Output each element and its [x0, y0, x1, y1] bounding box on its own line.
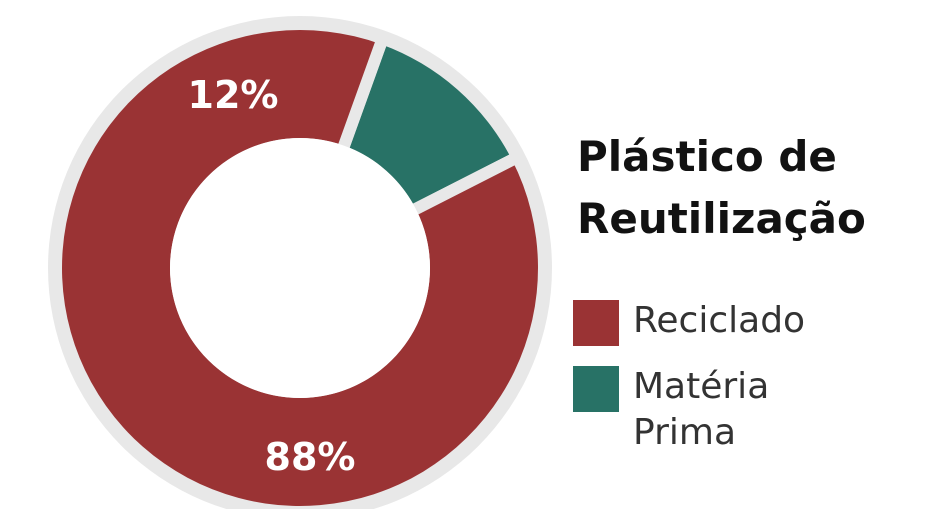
slice-separator [411, 153, 517, 216]
legend-label-reciclado: Reciclado [633, 300, 806, 341]
chart-title: Plástico de Reutilização [577, 132, 866, 243]
data-label-materia-prima: 12% [188, 73, 279, 117]
legend-item-materia-prima: Matéria Prima [573, 364, 923, 456]
donut-hole [170, 138, 430, 398]
data-label-reciclado: 88% [265, 435, 356, 479]
slice-materia-prima [344, 44, 513, 209]
slice-reciclado [62, 30, 539, 507]
legend-swatch-reciclado [573, 300, 619, 346]
legend-item-reciclado: Reciclado [573, 298, 923, 346]
donut-chart: 12% 88% [48, 16, 552, 509]
chart-legend: Reciclado Matéria Prima [573, 298, 923, 474]
legend-swatch-materia-prima [573, 366, 619, 412]
slice-separator [337, 40, 387, 150]
legend-label-materia-prima: Matéria Prima [633, 366, 770, 453]
